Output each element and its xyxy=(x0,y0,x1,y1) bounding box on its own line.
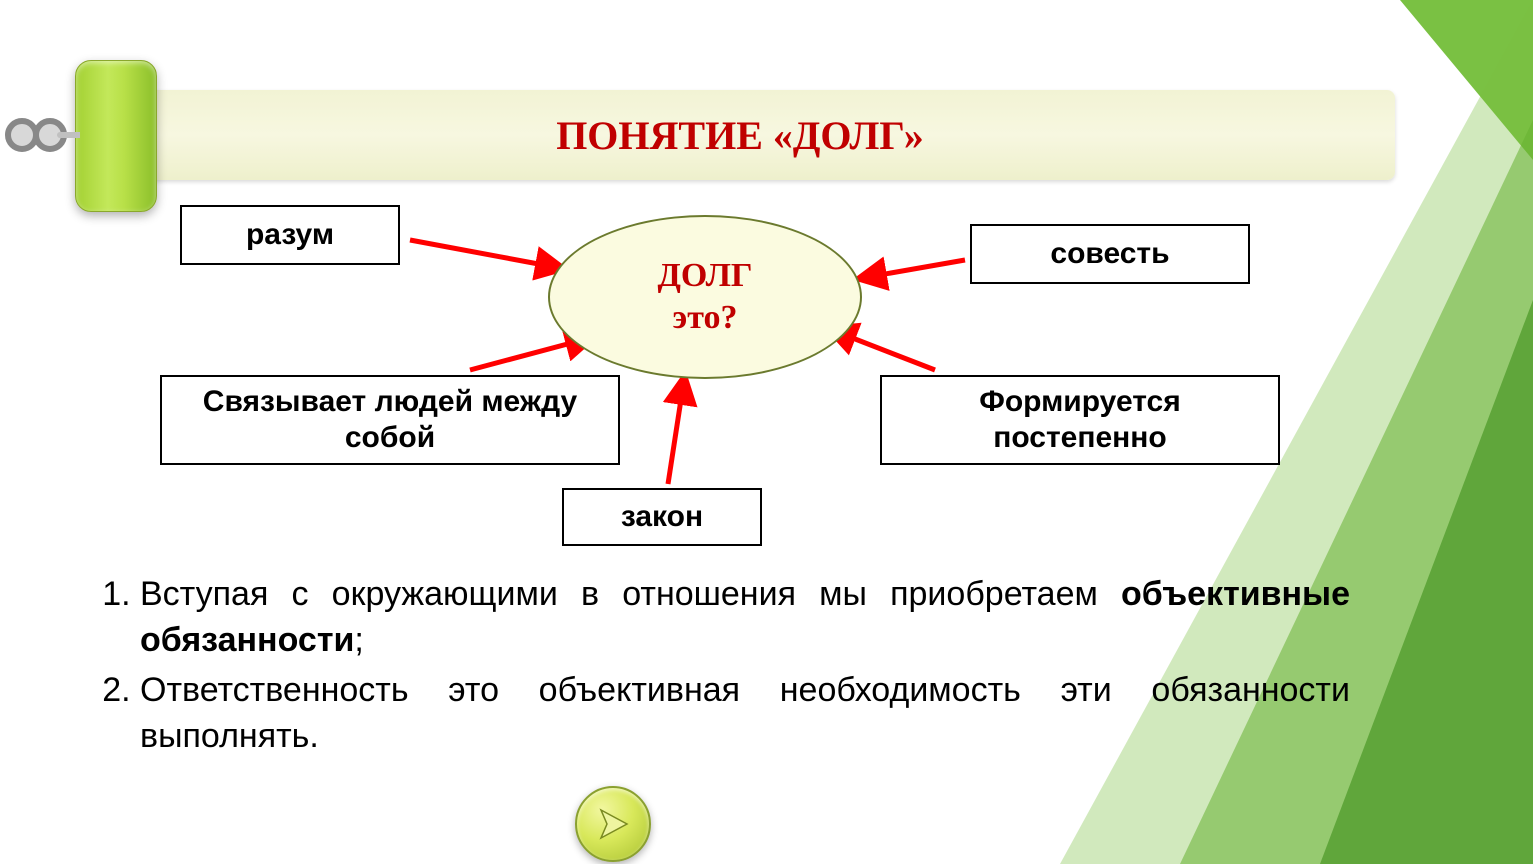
arrow-right-icon xyxy=(593,804,633,844)
concept-box-label: разум xyxy=(246,217,334,253)
concept-list: Вступая с окружающими в отношения мы при… xyxy=(90,572,1350,764)
concept-box-label: закон xyxy=(621,499,703,535)
list-item-text: Ответственность это объективная необходи… xyxy=(140,671,1350,755)
arrow-forms xyxy=(832,330,935,370)
list-item: Вступая с окружающими в отношения мы при… xyxy=(140,572,1350,664)
arrow-conscience xyxy=(862,260,965,278)
center-line1: ДОЛГ xyxy=(657,255,752,298)
list-item-text: Вступая с окружающими в отношения мы при… xyxy=(140,575,1121,613)
slide-title: ПОНЯТИЕ «ДОЛГ» xyxy=(556,112,924,159)
list-item: Ответственность это объективная необходи… xyxy=(140,668,1350,760)
arrow-reason xyxy=(410,240,560,268)
arrow-law xyxy=(668,380,684,484)
concept-box-conscience: совесть xyxy=(970,224,1250,284)
center-line2: это? xyxy=(673,297,738,340)
concept-box-law: закон xyxy=(562,488,762,546)
concept-box-label: Формируется постепенно xyxy=(892,384,1268,456)
binder-ring-icon xyxy=(0,110,80,160)
decor-triangle-3 xyxy=(1320,300,1533,864)
center-concept-ellipse: ДОЛГ это? xyxy=(548,215,862,379)
concept-box-connects: Связывает людей между собой xyxy=(160,375,620,465)
binder-clip xyxy=(75,60,157,212)
next-slide-button[interactable] xyxy=(575,786,651,862)
concept-box-label: совесть xyxy=(1050,236,1169,272)
arrow-connects xyxy=(470,338,590,370)
concept-box-reason: разум xyxy=(180,205,400,265)
decor-triangle-0 xyxy=(1400,0,1533,160)
title-banner: ПОНЯТИЕ «ДОЛГ» xyxy=(85,90,1395,180)
concept-box-label: Связывает людей между собой xyxy=(172,384,608,456)
slide-stage: ПОНЯТИЕ «ДОЛГ» ДОЛГ это? разум совесть Свя… xyxy=(0,0,1533,864)
concept-box-forms: Формируется постепенно xyxy=(880,375,1280,465)
list-item-text: ; xyxy=(354,621,363,659)
